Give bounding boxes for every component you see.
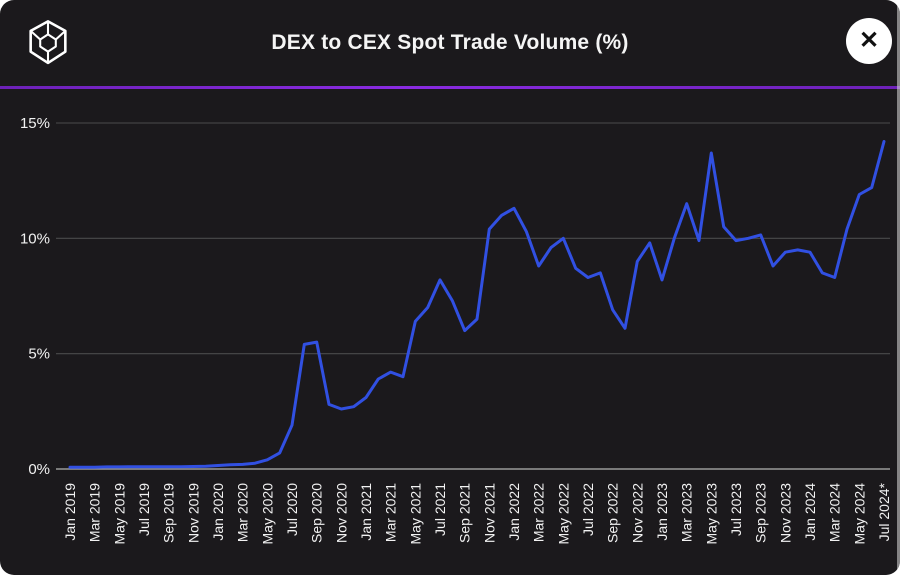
x-axis-tick-label: Jan 2020	[210, 483, 226, 541]
scrollbar-track	[897, 0, 900, 575]
x-axis-tick-label: Nov 2020	[333, 483, 349, 543]
x-axis-tick-label: Sep 2022	[605, 483, 621, 543]
x-axis-tick-label: Nov 2023	[777, 483, 793, 543]
x-axis-tick-label: May 2022	[555, 483, 571, 545]
x-axis-tick-label: Jan 2024	[802, 483, 818, 541]
x-axis-tick-label: Jan 2023	[654, 483, 670, 541]
data-series-line	[68, 140, 886, 469]
x-axis-tick-label: Mar 2024	[827, 483, 843, 542]
chart-header: DEX to CEX Spot Trade Volume (%) ✕	[0, 0, 900, 86]
x-axis-tick-label: Nov 2022	[629, 483, 645, 543]
x-axis-tick-label: Nov 2021	[481, 483, 497, 543]
x-axis-tick-label: Mar 2023	[679, 483, 695, 542]
x-axis-tick-label: Jan 2022	[506, 483, 522, 541]
x-axis-tick-label: May 2020	[259, 483, 275, 545]
y-axis-tick-label: 5%	[28, 346, 50, 363]
chart-svg: 0% 5% 10% 15% Jan 2019 Mar 2019 May 2019 Jul 20…	[20, 115, 892, 545]
y-axis-tick-label: 15%	[20, 115, 50, 132]
close-button[interactable]: ✕	[846, 18, 892, 64]
line-chart: 0% 5% 10% 15% Jan 2019 Mar 2019 May 2019 Jul 20…	[0, 89, 900, 575]
header-divider	[0, 86, 900, 89]
x-axis-tick-label: May 2019	[111, 483, 127, 545]
x-axis-tick-label: Jul 2024*	[876, 482, 892, 541]
x-axis-tick-label: Jul 2019	[136, 483, 152, 536]
close-icon: ✕	[858, 27, 880, 54]
y-axis-tick-label: 0%	[28, 461, 50, 478]
chart-title: DEX to CEX Spot Trade Volume (%)	[271, 31, 629, 54]
x-axis-tick-label: Jul 2020	[284, 483, 300, 536]
x-axis-tick-label: Mar 2020	[235, 483, 251, 542]
x-axis-tick-label: Jul 2022	[580, 483, 596, 536]
x-axis-tick-label: Jan 2021	[358, 483, 374, 541]
y-axis-tick-label: 10%	[20, 230, 50, 247]
x-axis-tick-label: Sep 2021	[457, 483, 473, 543]
x-axis-tick-label: Mar 2019	[87, 483, 103, 542]
x-axis-tick-label: Nov 2019	[185, 483, 201, 543]
x-axis-tick-label: Sep 2020	[309, 483, 325, 543]
x-axis-tick-label: May 2021	[407, 483, 423, 545]
x-axis-tick-label: Sep 2023	[753, 483, 769, 543]
x-axis-tick-label: Sep 2019	[161, 483, 177, 543]
x-axis-tick-label: Mar 2021	[383, 483, 399, 542]
x-axis-tick-label: Jan 2019	[62, 483, 78, 541]
x-axis-tick-label: Mar 2022	[531, 483, 547, 542]
x-axis-tick-label: Jul 2021	[432, 483, 448, 536]
x-axis-tick-label: May 2024	[851, 483, 867, 545]
x-axis-tick-label: May 2023	[703, 483, 719, 545]
logo-icon	[29, 20, 67, 65]
x-axis-tick-label: Jul 2023	[728, 483, 744, 536]
